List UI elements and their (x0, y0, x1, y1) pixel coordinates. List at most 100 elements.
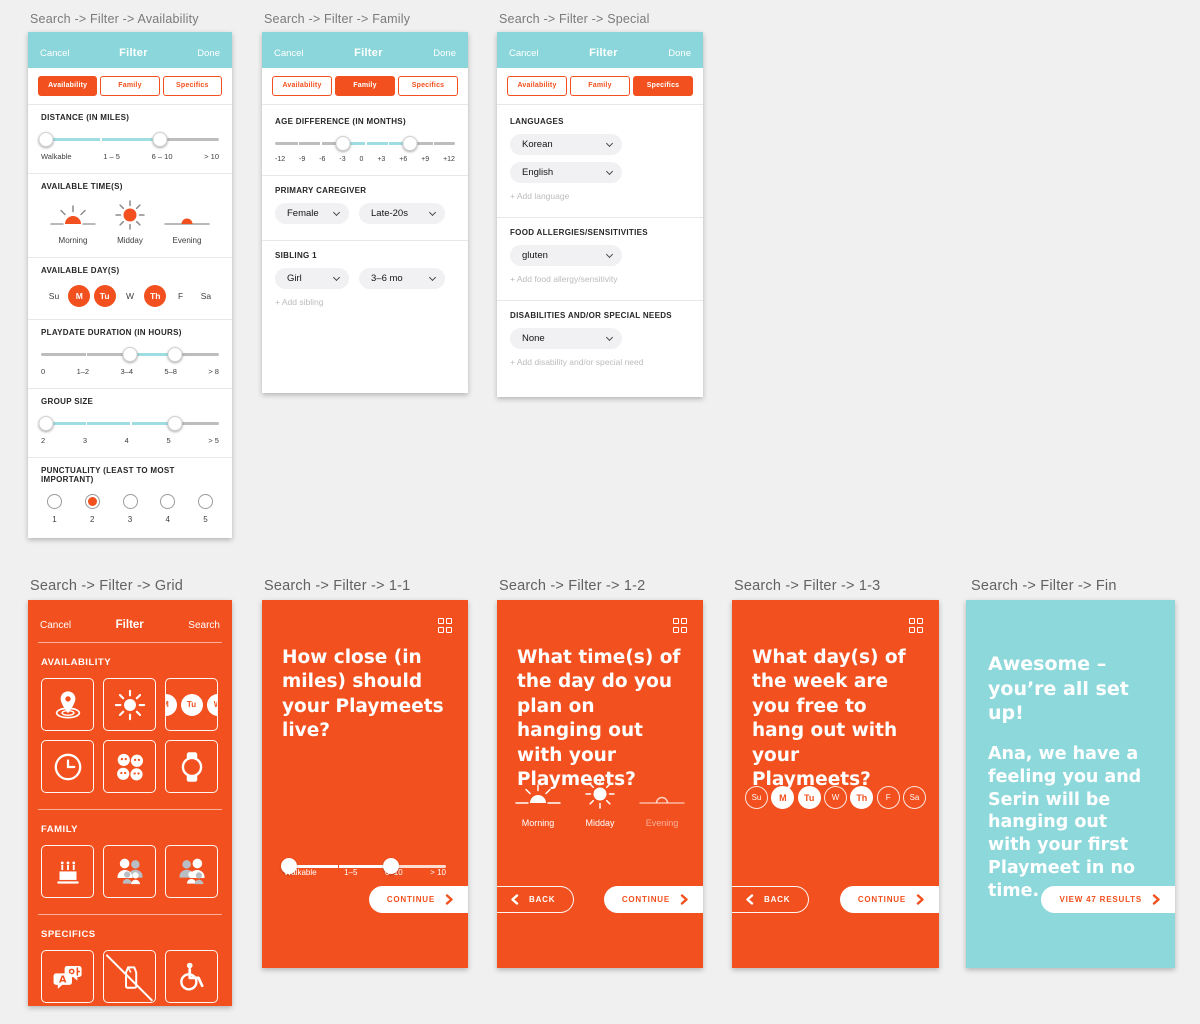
day-option-m[interactable]: M (68, 285, 91, 307)
day-option-sa[interactable]: Sa (902, 786, 926, 809)
cancel-button[interactable]: Cancel (509, 48, 539, 59)
filter-tile-times[interactable] (103, 678, 156, 731)
section-title: SIBLING 1 (275, 251, 317, 260)
group-size-slider[interactable] (38, 416, 219, 431)
slider-handle-max[interactable] (382, 858, 399, 874)
add-language-link[interactable]: + Add language (510, 191, 570, 201)
language-select-2[interactable]: English (510, 162, 622, 183)
time-option-evening[interactable]: Evening (631, 778, 693, 828)
back-button[interactable]: BACK (497, 886, 575, 913)
time-option-morning[interactable]: Morning (45, 199, 101, 245)
language-select-1[interactable]: Korean (510, 134, 622, 155)
punctuality-option-3[interactable]: 3 (122, 494, 138, 524)
day-option-th[interactable]: Th (144, 285, 167, 307)
tab-family[interactable]: Family (100, 76, 160, 96)
section-title: SPECIFICS (41, 929, 96, 940)
slider-handle-min[interactable] (122, 347, 138, 362)
tab-specifics[interactable]: Specifics (162, 76, 222, 96)
sibling-gender-select[interactable]: Girl (275, 268, 349, 289)
cancel-button[interactable]: Cancel (274, 48, 304, 59)
slider-handle-max[interactable] (402, 136, 418, 151)
sibling-age-select[interactable]: 3–6 mo (359, 268, 445, 289)
time-option-midday[interactable]: Midday (102, 199, 158, 245)
day-option-f[interactable]: F (178, 291, 184, 301)
tab-availability[interactable]: Availability (38, 76, 98, 96)
continue-button[interactable]: CONTINUE (603, 886, 703, 913)
add-food-allergy-link[interactable]: + Add food allergy/sensitivity (510, 274, 618, 284)
day-option-su[interactable]: Su (48, 291, 60, 301)
filter-tile-distance[interactable] (41, 678, 94, 731)
caregiver-age-select[interactable]: Late-20s (359, 203, 445, 224)
punctuality-option-5[interactable]: 5 (198, 494, 213, 524)
tab-specifics[interactable]: Specifics (633, 76, 693, 96)
done-button[interactable]: Done (668, 48, 691, 59)
divider (497, 217, 703, 218)
day-option-sa[interactable]: Sa (200, 291, 212, 301)
cancel-button[interactable]: Cancel (40, 48, 70, 59)
screen-filter-family: Cancel Filter Done Availability Family S… (262, 32, 468, 393)
punctuality-option-4[interactable]: 4 (160, 494, 176, 524)
filter-tile-days[interactable]: M Tu W (165, 678, 218, 731)
done-button[interactable]: Done (433, 48, 456, 59)
day-option-w[interactable]: W (125, 291, 134, 301)
tab-specifics[interactable]: Specifics (398, 76, 458, 96)
slider-handle-max[interactable] (152, 132, 168, 147)
caregiver-gender-select[interactable]: Female (275, 203, 349, 224)
view-results-button[interactable]: VIEW 47 RESULTS (1041, 886, 1175, 913)
sun-icon (115, 200, 145, 230)
filter-tile-special-needs[interactable] (165, 950, 218, 1003)
day-option-su[interactable]: Su (745, 786, 768, 809)
cancel-button[interactable]: Cancel (40, 620, 72, 631)
age-difference-slider[interactable] (275, 136, 455, 151)
grid-view-icon[interactable] (908, 618, 923, 633)
filter-tile-duration[interactable] (41, 740, 94, 793)
slider-label: > 10 (430, 868, 446, 877)
duration-slider[interactable] (41, 347, 219, 362)
food-allergy-select[interactable]: gluten (510, 245, 622, 266)
search-button[interactable]: Search (188, 620, 220, 631)
distance-slider[interactable] (38, 132, 219, 147)
slider-handle-min[interactable] (38, 132, 54, 147)
time-option-morning[interactable]: Morning (507, 778, 569, 828)
filter-tile-punctuality[interactable] (165, 740, 218, 793)
punctuality-option-1[interactable]: 1 (47, 494, 62, 524)
add-sibling-link[interactable]: + Add sibling (275, 297, 324, 307)
day-option-w[interactable]: W (823, 786, 847, 809)
grid-view-icon[interactable] (437, 618, 452, 633)
grid-view-icon[interactable] (672, 618, 687, 633)
slider-handle-min[interactable] (280, 858, 297, 874)
filter-tile-caregiver[interactable] (103, 845, 156, 898)
filter-tile-age[interactable] (41, 845, 94, 898)
slider-handle-min[interactable] (335, 136, 350, 151)
tab-availability[interactable]: Availability (272, 76, 332, 96)
time-option-evening[interactable]: Evening (159, 199, 215, 245)
filter-tile-sibling[interactable] (165, 845, 218, 898)
disability-select[interactable]: None (510, 328, 622, 349)
divider (28, 104, 232, 105)
page-title: Filter (115, 619, 144, 631)
day-option-tu[interactable]: Tu (93, 285, 116, 307)
tab-family[interactable]: Family (570, 76, 630, 96)
time-option-midday[interactable]: Midday (569, 778, 631, 828)
continue-button[interactable]: CONTINUE (839, 886, 939, 913)
filter-tile-languages[interactable]: A (41, 950, 94, 1003)
distance-slider[interactable] (280, 858, 446, 874)
add-disability-link[interactable]: + Add disability and/or special need (510, 357, 644, 367)
day-option-th[interactable]: Th (850, 786, 874, 809)
day-option-m[interactable]: M (771, 786, 795, 809)
punctuality-option-2[interactable]: 2 (84, 494, 100, 524)
tab-family[interactable]: Family (335, 76, 395, 96)
done-button[interactable]: Done (197, 48, 220, 59)
back-button[interactable]: BACK (732, 886, 810, 913)
day-option-tu[interactable]: Tu (797, 786, 821, 809)
day-option-f[interactable]: F (876, 786, 900, 809)
filter-tile-food-allergies[interactable] (103, 950, 156, 1003)
slider-handle-max[interactable] (167, 416, 182, 431)
continue-button[interactable]: CONTINUE (368, 886, 468, 913)
slider-handle-min[interactable] (38, 416, 54, 431)
chevron-down-icon (605, 167, 614, 175)
slider-handle-max[interactable] (167, 347, 182, 362)
filter-header: Cancel Filter Done (28, 32, 232, 68)
filter-tile-group-size[interactable] (103, 740, 156, 793)
tab-availability[interactable]: Availability (507, 76, 567, 96)
